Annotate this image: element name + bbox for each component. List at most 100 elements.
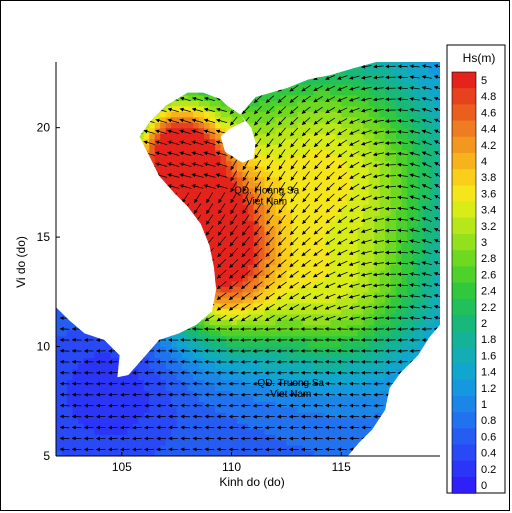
field-cell	[412, 209, 419, 216]
field-cell	[269, 89, 277, 96]
field-cell	[297, 220, 304, 227]
field-cell	[319, 155, 326, 162]
field-cell	[407, 280, 414, 287]
field-cell	[209, 237, 216, 244]
field-cell	[99, 412, 106, 419]
field-cell	[149, 390, 156, 397]
field-cell	[275, 94, 282, 101]
field-cell	[297, 368, 304, 375]
field-cell	[423, 176, 430, 183]
field-cell	[171, 384, 178, 391]
field-cell	[264, 286, 271, 293]
field-cell	[215, 357, 222, 364]
field-cell	[434, 319, 440, 326]
field-cell	[88, 362, 95, 370]
field-cell	[335, 439, 342, 446]
field-cell	[335, 78, 342, 85]
field-cell	[374, 269, 381, 277]
field-cell	[379, 176, 386, 183]
field-cell	[132, 395, 139, 402]
field-cell	[412, 313, 419, 320]
field-cell	[368, 182, 375, 189]
field-cell	[258, 445, 266, 452]
field-cell	[363, 67, 370, 74]
field-cell	[66, 352, 74, 359]
field-cell	[204, 122, 211, 129]
field-cell	[352, 352, 359, 359]
field-cell	[204, 193, 211, 200]
field-cell	[231, 313, 238, 320]
field-cell	[423, 187, 430, 194]
field-cell	[83, 439, 90, 446]
field-cell	[346, 346, 353, 353]
field-cell	[209, 165, 216, 173]
field-cell	[286, 264, 293, 271]
field-cell	[83, 346, 90, 353]
field-cell	[429, 209, 436, 216]
field-cell	[215, 362, 222, 370]
field-cell	[319, 149, 326, 156]
field-cell	[253, 434, 260, 441]
field-cell	[313, 341, 320, 348]
field-cell	[242, 182, 249, 189]
field-cell	[127, 417, 134, 424]
field-cell	[143, 352, 150, 359]
field-cell	[154, 395, 161, 402]
field-cell	[182, 352, 189, 359]
field-cell	[56, 439, 63, 446]
field-cell	[319, 390, 326, 397]
field-cell	[363, 319, 370, 326]
field-cell	[253, 297, 260, 304]
field-cell	[319, 362, 326, 370]
field-cell	[302, 434, 309, 441]
field-cell	[396, 226, 403, 233]
field-cell	[204, 401, 211, 408]
field-cell	[242, 362, 249, 370]
field-cell	[291, 352, 298, 359]
field-cell	[138, 357, 145, 364]
field-cell	[182, 330, 189, 337]
field-cell	[204, 133, 211, 140]
field-cell	[116, 395, 123, 402]
field-cell	[363, 127, 370, 134]
field-cell	[341, 269, 348, 277]
field-cell	[368, 187, 375, 194]
field-cell	[83, 390, 90, 397]
field-cell	[363, 220, 370, 227]
field-cell	[357, 253, 364, 260]
field-cell	[286, 280, 293, 287]
field-cell	[231, 308, 238, 315]
field-cell	[341, 253, 348, 260]
field-cell	[313, 445, 320, 452]
field-cell	[412, 94, 419, 101]
field-cell	[423, 116, 430, 123]
field-cell	[396, 209, 403, 216]
field-cell	[258, 187, 266, 194]
field-cell	[357, 242, 364, 249]
field-cell	[215, 390, 222, 397]
field-cell	[341, 111, 348, 118]
field-cell	[313, 111, 320, 118]
field-cell	[198, 445, 205, 452]
field-cell	[297, 242, 304, 249]
field-cell	[313, 100, 320, 107]
field-cell	[341, 275, 348, 282]
field-cell	[297, 264, 304, 271]
field-cell	[220, 417, 227, 424]
field-cell	[269, 237, 277, 244]
field-cell	[319, 204, 326, 211]
field-cell	[258, 165, 266, 173]
field-cell	[56, 368, 63, 375]
field-cell	[297, 116, 304, 123]
field-cell	[176, 133, 183, 140]
field-cell	[352, 379, 359, 386]
field-cell	[396, 335, 403, 342]
field-cell	[143, 384, 150, 391]
field-cell	[385, 149, 392, 156]
field-cell	[352, 89, 359, 96]
field-cell	[401, 187, 408, 194]
field-cell	[352, 144, 359, 151]
field-cell	[220, 445, 227, 452]
field-cell	[209, 412, 216, 419]
field-cell	[215, 187, 222, 194]
